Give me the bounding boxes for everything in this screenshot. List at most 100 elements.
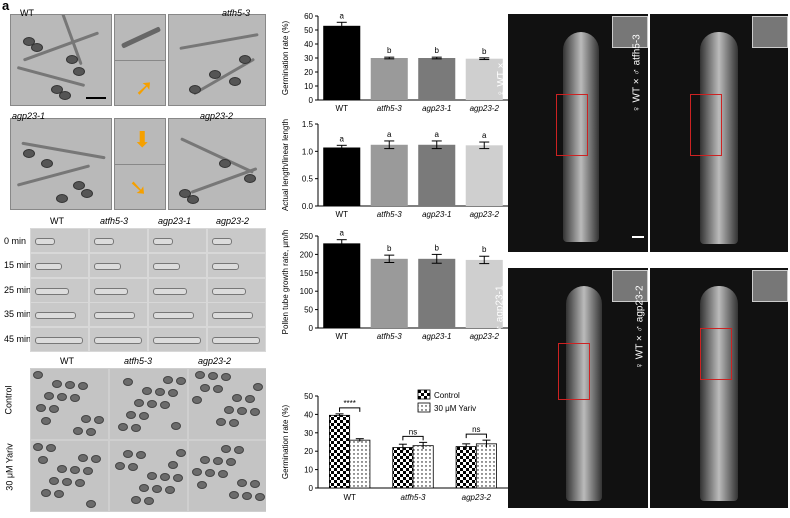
y-tick-label: 10	[304, 466, 313, 475]
bar	[349, 439, 371, 489]
micrograph-title-agp23-1: agp23-1	[12, 111, 46, 121]
micrograph-wt-zoom-bottom: ➚	[114, 60, 166, 106]
x-tick-label: agp23-2	[470, 332, 500, 341]
timelapse-cell	[208, 278, 265, 302]
significance-bracket	[339, 407, 361, 412]
panel-b-row-label: 35 min	[4, 309, 32, 319]
significance-letter: a	[387, 130, 392, 139]
legend-swatch	[417, 402, 431, 413]
significance-letter: a	[340, 134, 345, 143]
timelapse-cell	[31, 278, 88, 302]
significance-marker: ns	[409, 427, 417, 436]
timelapse-cell	[149, 253, 206, 277]
timelapse-cell	[90, 229, 147, 252]
bar	[370, 144, 408, 206]
yariv-cell	[110, 441, 187, 511]
bar	[418, 58, 456, 100]
significance-marker: ns	[472, 425, 480, 434]
x-tick-label: atfh5-3	[377, 210, 402, 219]
micrograph-agp23-2-main	[168, 118, 266, 210]
significance-letter: a	[340, 229, 345, 238]
micrograph-title-wt: WT	[20, 8, 34, 18]
timelapse-cell	[90, 328, 147, 352]
yariv-cell	[110, 369, 187, 439]
pistil-label-agp23-1: ♀ WT × ♂ agp23-1	[494, 285, 506, 370]
panel-c-col-label: WT	[60, 356, 74, 366]
y-axis-label: Germination rate (%)	[281, 21, 290, 96]
significance-letter: a	[435, 130, 440, 139]
timelapse-cell	[90, 278, 147, 302]
x-tick-label: agp23-2	[462, 493, 492, 502]
panel-c-row-label: Control	[3, 385, 14, 415]
y-tick-label: 60	[304, 12, 313, 21]
yariv-cell	[189, 369, 266, 439]
significance-bracket	[465, 433, 487, 439]
y-axis-label: Pollen tube growth rate, μm/h	[281, 230, 290, 335]
y-tick-label: 1.0	[302, 147, 314, 156]
panel-b-row-label: 45 min	[4, 334, 32, 344]
timelapse-cell	[31, 253, 88, 277]
significance-letter: b	[482, 47, 487, 56]
x-tick-label: WT	[336, 104, 349, 113]
y-axis-label: Actual length/linear length	[281, 119, 290, 211]
panel-b-col-label: agp23-2	[216, 216, 250, 226]
y-tick-label: 0	[309, 324, 314, 333]
pistil-image-wt	[508, 14, 648, 252]
legend-label: Control	[434, 391, 460, 400]
y-tick-label: 40	[304, 410, 313, 419]
panel-b-col-label: agp23-1	[158, 216, 192, 226]
micrograph-wt-zoom-top	[114, 14, 166, 61]
timelapse-cell	[208, 328, 265, 352]
timelapse-cell	[90, 253, 147, 277]
y-tick-label: 50	[304, 26, 313, 35]
micrograph-wt-main	[10, 14, 112, 106]
panel-b-row-label: 0 min	[4, 236, 27, 246]
y-tick-label: 20	[304, 447, 313, 456]
pistil-image-agp23-1	[508, 268, 648, 508]
x-tick-label: agp23-1	[422, 332, 451, 341]
y-tick-label: 1.5	[302, 120, 314, 129]
bar	[465, 58, 503, 100]
bar	[323, 243, 361, 328]
significance-letter: b	[387, 244, 392, 253]
y-tick-label: 40	[304, 40, 313, 49]
micrograph-atfh5-3-main	[168, 14, 266, 106]
micrograph-agp23-1-zoom-bottom: ➘	[114, 164, 166, 210]
x-tick-label: WT	[336, 332, 349, 341]
panel-letter: a	[2, 0, 10, 13]
y-tick-label: 100	[300, 287, 314, 296]
y-tick-label: 0	[309, 484, 314, 493]
panel-b-row-label: 25 min	[4, 285, 32, 295]
y-tick-label: 10	[304, 82, 313, 91]
significance-letter: b	[435, 46, 440, 55]
legend-swatch	[417, 389, 431, 400]
timelapse-cell	[208, 229, 265, 252]
pistil-label-wt: ♀ WT × ♂ WT	[495, 34, 507, 97]
timelapse-cell	[149, 229, 206, 252]
bar-charts: 0 10 20 30 40 50 60 Germination rate (%) a WT b atf…	[281, 11, 508, 502]
bar	[329, 414, 351, 489]
bar	[370, 258, 408, 328]
yariv-cell	[31, 369, 108, 439]
bar	[475, 443, 497, 489]
micrograph-title-agp23-2: agp23-2	[200, 111, 234, 121]
panel-b-col-label: atfh5-3	[100, 216, 129, 226]
timelapse-cell	[208, 253, 265, 277]
timelapse-cell	[90, 303, 147, 327]
significance-marker: ****	[343, 399, 355, 408]
panel-b-col-label: WT	[50, 216, 64, 226]
pistil-label-agp23-2: ♀ WT × ♂ agp23-2	[634, 285, 646, 370]
significance-letter: b	[387, 46, 392, 55]
significance-letter: b	[435, 243, 440, 252]
x-tick-label: agp23-2	[470, 210, 500, 219]
x-tick-label: atfh5-3	[401, 493, 426, 502]
y-tick-label: 0.0	[302, 202, 314, 211]
bar	[465, 145, 503, 206]
bar	[418, 144, 456, 206]
panel-c-col-label: agp23-2	[198, 356, 232, 366]
x-tick-label: WT	[336, 210, 349, 219]
y-tick-label: 200	[300, 250, 314, 259]
y-tick-label: 250	[300, 232, 314, 241]
y-tick-label: 50	[304, 392, 313, 401]
x-tick-label: agp23-1	[422, 210, 451, 219]
